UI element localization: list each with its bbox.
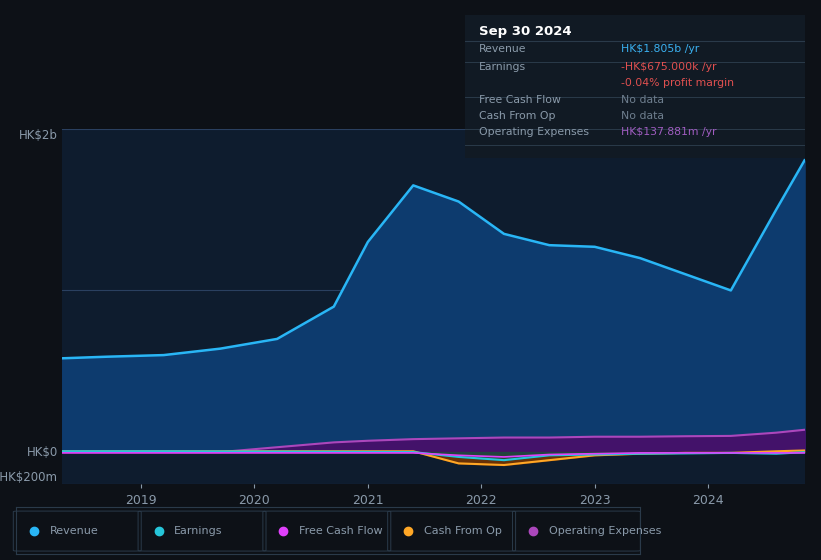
Text: Operating Expenses: Operating Expenses: [479, 127, 589, 137]
Text: No data: No data: [621, 111, 664, 121]
Text: Operating Expenses: Operating Expenses: [548, 526, 661, 535]
Text: -0.04% profit margin: -0.04% profit margin: [621, 78, 735, 88]
Text: Earnings: Earnings: [479, 62, 525, 72]
Text: Free Cash Flow: Free Cash Flow: [299, 526, 383, 535]
Text: Earnings: Earnings: [174, 526, 222, 535]
Text: -HK$675.000k /yr: -HK$675.000k /yr: [621, 62, 717, 72]
Text: No data: No data: [621, 95, 664, 105]
Text: Cash From Op: Cash From Op: [479, 111, 555, 121]
Text: Cash From Op: Cash From Op: [424, 526, 502, 535]
Text: HK$1.805b /yr: HK$1.805b /yr: [621, 44, 699, 54]
Text: Sep 30 2024: Sep 30 2024: [479, 25, 571, 38]
Text: Revenue: Revenue: [479, 44, 526, 54]
Text: Revenue: Revenue: [49, 526, 99, 535]
Text: HK$0: HK$0: [26, 446, 57, 459]
Text: -HK$200m: -HK$200m: [0, 472, 57, 484]
Text: HK$2b: HK$2b: [19, 129, 57, 142]
Text: HK$137.881m /yr: HK$137.881m /yr: [621, 127, 717, 137]
Text: Free Cash Flow: Free Cash Flow: [479, 95, 561, 105]
